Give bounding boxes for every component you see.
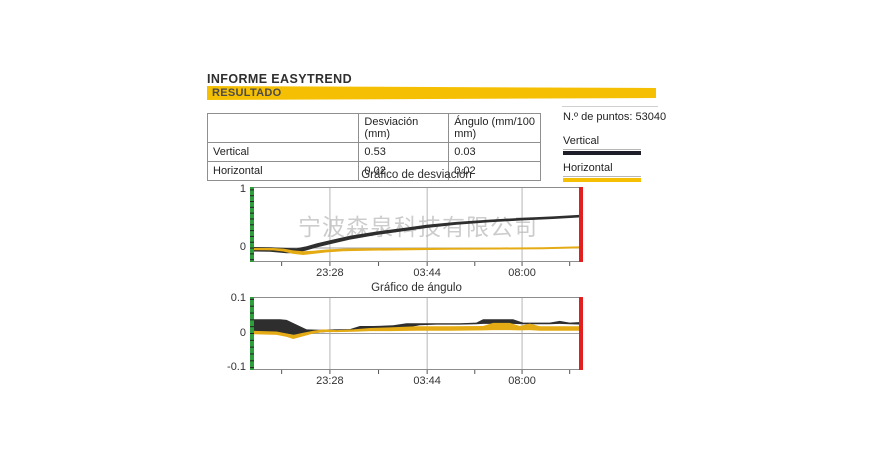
y-tick-label: 1 bbox=[239, 182, 246, 195]
table-row-vertical: Vertical 0.53 0.03 bbox=[206, 142, 541, 162]
legend-item-horizontal: Horizontal bbox=[563, 162, 641, 182]
vertical-angulo-value: 0.03 bbox=[448, 142, 541, 162]
horizontal-desviacion-value: 0.02 bbox=[358, 161, 450, 181]
x-tick-label: 23:28 bbox=[316, 375, 344, 387]
y-tick-label: -0.1 bbox=[227, 360, 246, 373]
deviation-chart: 23:28 03:44 08:00 1 0 bbox=[240, 183, 583, 279]
row-label: Horizontal bbox=[206, 161, 360, 181]
x-tick-label: 08:00 bbox=[508, 375, 536, 387]
angle-chart: 23:28 03:44 08:00 0.1 0 -0.1 bbox=[227, 292, 583, 387]
legend-item-vertical: Vertical bbox=[563, 135, 641, 155]
x-tick-label: 03:44 bbox=[413, 267, 441, 279]
series-horizontal bbox=[250, 246, 583, 255]
vertical-desviacion-value: 0.53 bbox=[358, 142, 450, 162]
series-horizontal bbox=[250, 322, 583, 339]
x-tick-label: 03:44 bbox=[413, 375, 441, 387]
result-banner-label: RESULTADO bbox=[212, 87, 282, 99]
legend-label-horizontal: Horizontal bbox=[563, 162, 613, 174]
y-tick-label: 0.1 bbox=[230, 292, 246, 305]
report-title: INFORME EASYTREND bbox=[207, 72, 353, 86]
y-tick-label: 0 bbox=[239, 241, 246, 254]
legend-divider bbox=[563, 149, 641, 150]
legend-swatch-horizontal bbox=[563, 178, 641, 182]
row-label: Vertical bbox=[206, 142, 360, 162]
legend-divider bbox=[563, 176, 641, 177]
legend-label-vertical: Vertical bbox=[563, 135, 600, 147]
legend: Vertical Horizontal bbox=[563, 135, 641, 189]
results-header-angulo: Ángulo (mm/100 mm) bbox=[448, 113, 541, 143]
results-header-row: Desviación (mm) Ángulo (mm/100 mm) bbox=[206, 113, 541, 143]
x-tick-label: 08:00 bbox=[508, 267, 536, 279]
angle-chart-title: Gráfico de ángulo bbox=[371, 282, 462, 294]
deviation-chart-title: Gráfico de desviación bbox=[361, 169, 472, 181]
y-tick-label: 0 bbox=[239, 326, 246, 339]
results-header-empty bbox=[206, 113, 360, 143]
horizontal-angulo-value: 0.02 bbox=[448, 161, 541, 181]
info-divider bbox=[562, 106, 658, 107]
results-header-desviacion: Desviación (mm) bbox=[358, 113, 450, 143]
result-banner: RESULTADO bbox=[207, 86, 656, 100]
results-table: Desviación (mm) Ángulo (mm/100 mm) Verti… bbox=[206, 113, 541, 181]
points-count: N.º de puntos: 53040 bbox=[563, 111, 667, 123]
x-tick-label: 23:28 bbox=[316, 267, 344, 279]
legend-swatch-vertical bbox=[563, 151, 641, 155]
table-row-horizontal: Horizontal 0.02 0.02 bbox=[206, 161, 541, 181]
